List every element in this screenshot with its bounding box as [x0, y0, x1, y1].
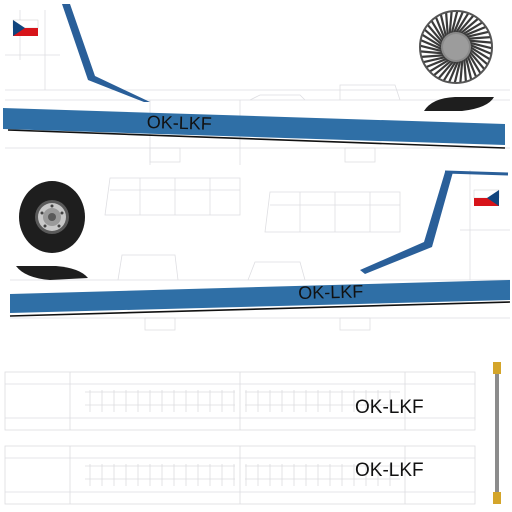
registration-bottom-1: OK-LKF — [355, 397, 424, 418]
registration-top: OK-LKF — [146, 112, 213, 134]
middle-wheel-fairing — [16, 266, 88, 280]
middle-fin-top-edge — [444, 170, 509, 176]
antenna-rod — [493, 362, 501, 504]
registration-middle: OK-LKF — [297, 281, 364, 303]
top-wheel-fairing — [424, 97, 494, 111]
czech-flag-icon — [12, 19, 39, 36]
landing-wheel-icon — [19, 181, 85, 253]
top-fuselage-panel — [3, 4, 510, 165]
bottom-fuselage-panels — [4, 371, 476, 505]
bottom-panel-2-lines — [4, 445, 476, 505]
top-stripe-underline — [7, 129, 506, 149]
bottom-panel-1-lines — [4, 371, 476, 431]
registration-bottom-2: OK-LKF — [355, 460, 424, 481]
top-cheatline-stripe — [3, 108, 505, 145]
top-tail-fin-stripe — [62, 4, 150, 102]
middle-panel-lines — [10, 170, 510, 331]
middle-fuselage-panel — [9, 170, 511, 331]
middle-stripe-underline — [9, 301, 511, 317]
czech-flag-icon — [473, 189, 500, 206]
middle-tail-fin-stripe — [360, 172, 453, 274]
engine-fan-icon — [417, 8, 495, 86]
middle-cheatline-stripe — [10, 280, 510, 313]
